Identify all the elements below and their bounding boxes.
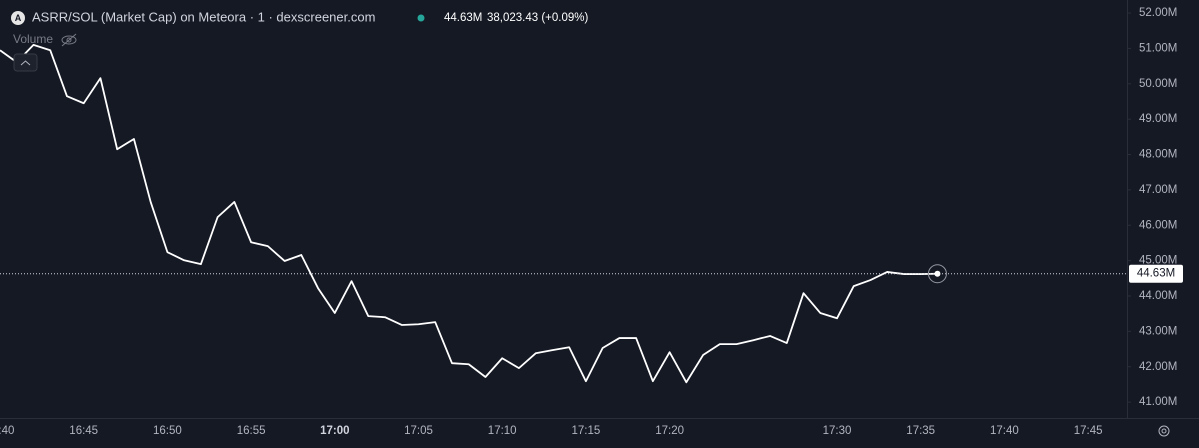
chart-title: ASRR/SOL (Market Cap) on Meteora · 1 · d…	[32, 9, 375, 24]
token-icon-glyph: A	[15, 13, 22, 23]
x-tick-label: 16:40	[0, 425, 14, 437]
y-tick-label: 52.00M	[1139, 7, 1177, 19]
last-point-ring	[927, 264, 947, 284]
x-tick-label: 17:20	[655, 425, 684, 437]
x-tick-label: 16:45	[69, 425, 98, 437]
y-tick-label: 43.00M	[1139, 325, 1177, 337]
x-tick-label: 17:30	[823, 425, 852, 437]
price-line	[0, 44, 938, 384]
y-tick-label: 42.00M	[1139, 361, 1177, 373]
settings-icon[interactable]	[1158, 425, 1170, 437]
collapse-button[interactable]	[13, 53, 38, 72]
y-tick-label: 48.00M	[1139, 149, 1177, 161]
x-tick-label: 17:40	[990, 425, 1019, 437]
last-value-box	[1129, 264, 1183, 283]
x-tick-label: 17:10	[488, 425, 517, 437]
y-tick-label: 49.00M	[1139, 113, 1177, 125]
x-tick-label: 17:35	[906, 425, 935, 437]
x-tick-label: 17:05	[404, 425, 433, 437]
header-value: 44.63M	[444, 12, 482, 24]
y-tick-label: 44.00M	[1139, 290, 1177, 302]
status-dot	[417, 14, 425, 22]
x-tick-label: 16:50	[153, 425, 182, 437]
x-tick-label: 17:15	[572, 425, 601, 437]
last-value-label: 44.63M	[1137, 268, 1175, 280]
x-tick-label: 17:00	[320, 425, 349, 437]
y-tick-label: 47.00M	[1139, 184, 1177, 196]
header-change: 38,023.43 (+0.09%)	[487, 12, 589, 24]
y-tick-label: 51.00M	[1139, 42, 1177, 54]
hide-icon[interactable]	[61, 33, 77, 47]
volume-label: Volume	[13, 32, 53, 46]
x-tick-label: 17:45	[1074, 425, 1103, 437]
y-tick-label: 45.00M	[1139, 255, 1177, 267]
token-icon	[11, 11, 25, 25]
collapse-arrow	[20, 60, 31, 66]
y-tick-label: 50.00M	[1139, 78, 1177, 90]
y-tick-label: 41.00M	[1139, 396, 1177, 408]
last-point	[934, 270, 941, 277]
y-tick-label: 46.00M	[1139, 219, 1177, 231]
x-tick-label: 16:55	[237, 425, 266, 437]
